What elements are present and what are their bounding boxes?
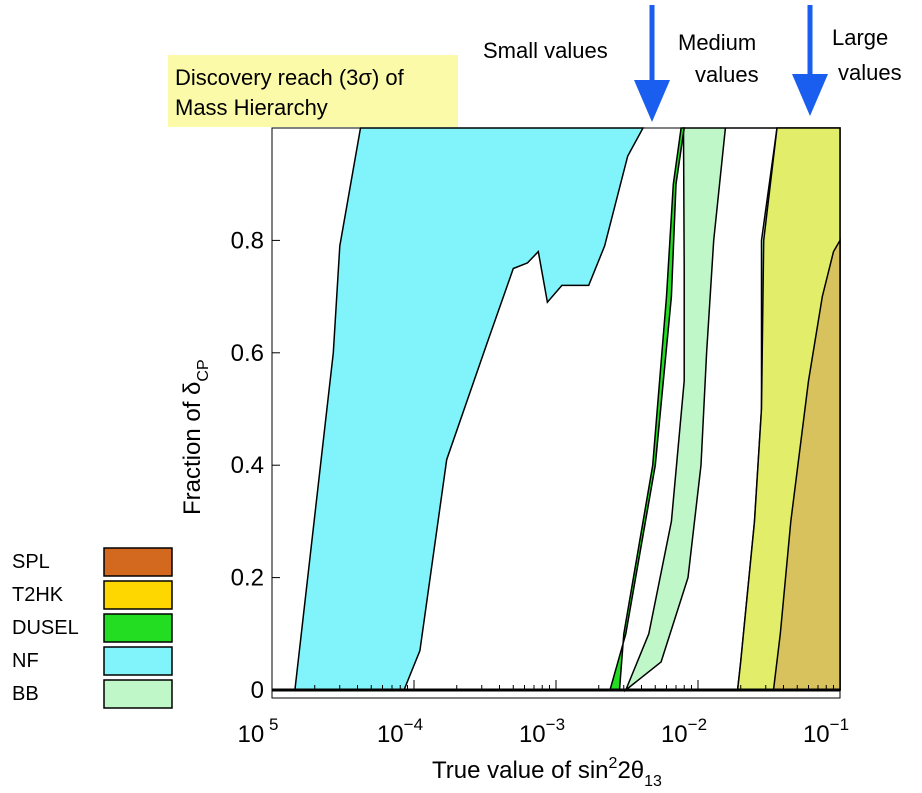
annotation-medium-line-1: Medium <box>678 30 756 55</box>
x-axis: 10 5 10−4 10−3 10−2 10−1 <box>238 680 849 748</box>
x-tick-label: 10−1 <box>803 715 849 748</box>
y-tick-label: 0 <box>251 677 264 704</box>
chart-title-line-2: Mass Hierarchy <box>175 95 328 120</box>
annotation-large-line-1: Large <box>832 25 888 50</box>
legend-label-dusel: DUSEL <box>12 617 79 639</box>
y-axis: 0 0.2 0.4 0.6 0.8 <box>231 227 280 704</box>
legend: SPL T2HK DUSEL NF BB <box>12 547 173 709</box>
arrow-medium-large <box>792 5 828 116</box>
legend-swatch-dusel <box>103 613 173 643</box>
x-tick-label: 10−4 <box>377 715 423 748</box>
x-tick-label: 10−2 <box>661 715 707 748</box>
annotation-medium-line-2: values <box>695 62 759 87</box>
region-nf <box>294 127 645 691</box>
legend-swatch-t2hk <box>103 580 173 610</box>
y-tick-label: 0.4 <box>231 452 264 479</box>
legend-swatch-bb <box>103 679 173 709</box>
chart-title-line-1: Discovery reach (3σ) of <box>175 65 405 90</box>
x-axis-title: True value of sin22θ13 <box>432 755 662 790</box>
plot-regions <box>294 127 841 693</box>
plot-frame <box>271 127 841 699</box>
annotation-small-values: Small values <box>483 38 608 63</box>
y-tick-label: 0.8 <box>231 227 264 254</box>
arrow-small-medium <box>634 5 670 122</box>
legend-label-nf: NF <box>12 650 39 672</box>
annotation-large-line-2: values <box>838 60 902 85</box>
y-axis-title: Fraction of δCP <box>179 359 212 515</box>
x-tick-label: 10 5 <box>238 715 279 748</box>
title-box <box>168 55 458 127</box>
legend-swatch-spl <box>103 547 173 577</box>
legend-swatch-nf <box>103 646 173 676</box>
x-tick-label: 10−3 <box>519 715 565 748</box>
legend-label-bb: BB <box>12 683 39 705</box>
y-tick-label: 0.6 <box>231 340 264 367</box>
legend-label-t2hk: T2HK <box>12 584 64 606</box>
y-tick-label: 0.2 <box>231 565 264 592</box>
legend-label-spl: SPL <box>12 551 50 573</box>
